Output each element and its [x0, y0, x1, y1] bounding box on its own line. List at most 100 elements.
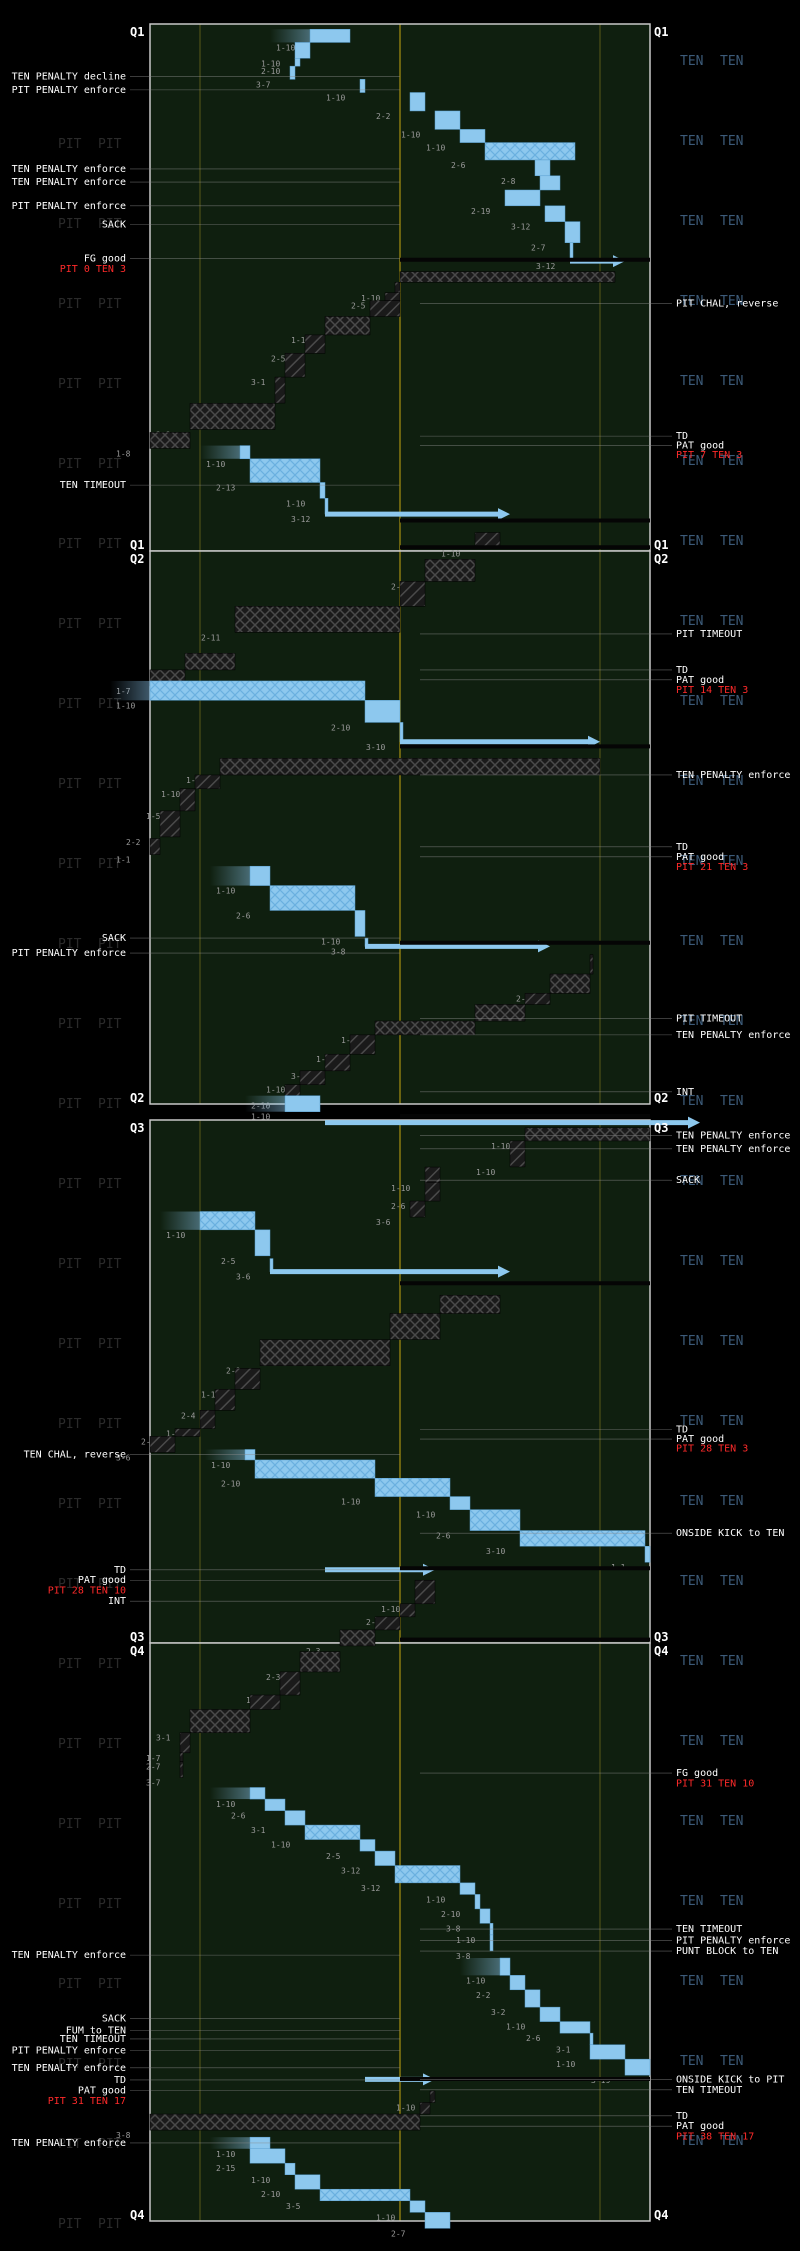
event-label-left: SACK: [102, 933, 126, 944]
event-label-left: TEN PENALTY decline: [12, 72, 126, 83]
play-bar: [509, 1140, 526, 1168]
event-label-right: INT: [676, 1087, 694, 1098]
event-label-right: TD: [676, 665, 688, 676]
watermark-pit: PIT: [58, 1177, 82, 1192]
play-bar: [589, 2032, 594, 2045]
down-distance-label: 2-4: [181, 1411, 196, 1420]
down-distance-label: 3-10: [486, 1547, 505, 1556]
play-bar: [449, 1496, 471, 1510]
watermark-ten: TEN: [720, 1974, 743, 1989]
play-bar: [389, 1313, 441, 1340]
watermark-ten: TEN: [680, 54, 703, 69]
down-distance-label: 1-10: [266, 1086, 285, 1095]
event-label-right: TEN PENALTY enforce: [676, 1131, 790, 1142]
watermark-pit: PIT: [98, 777, 122, 792]
event-label-right: TEN TIMEOUT: [676, 2085, 742, 2096]
down-distance-label: 2-2: [376, 112, 391, 121]
play-bar: [259, 1339, 391, 1366]
drive: 1-102-53-6: [160, 1211, 510, 1282]
down-distance-label: 3-12: [341, 1867, 360, 1876]
quarter-label: Q1: [654, 538, 668, 552]
event-label-left: TD: [114, 1565, 126, 1576]
down-distance-label: 1-5: [146, 812, 161, 821]
play-bar: [174, 1428, 201, 1437]
play-bar: [469, 1509, 521, 1531]
down-distance-label: 3-6: [116, 1453, 131, 1462]
play-bar: [284, 2162, 296, 2176]
quarter-label: Q3: [130, 1630, 144, 1644]
down-distance-label: 2-10: [221, 1479, 240, 1488]
watermark-ten: TEN: [720, 1094, 743, 1109]
down-distance-label: 1-10: [286, 499, 305, 508]
play-bar: [179, 1732, 191, 1754]
play-bar: [294, 58, 301, 67]
play-bar: [499, 1957, 511, 1976]
play-bar: [294, 42, 311, 59]
watermark-pit: PIT: [58, 1097, 82, 1112]
event-label-left: TEN TIMEOUT: [60, 480, 126, 491]
quarter-border: [149, 1642, 651, 2222]
down-distance-label: 1-10: [326, 94, 345, 103]
watermark-ten: TEN: [720, 1654, 743, 1669]
down-distance-label: 1-10: [491, 1142, 510, 1151]
play-bar: [179, 788, 196, 812]
event-label-left: TEN PENALTY enforce: [12, 1950, 126, 1961]
watermark-ten: TEN: [720, 2054, 743, 2069]
play-bar: [434, 110, 461, 130]
event-label-right: PAT good: [676, 852, 724, 863]
watermark-pit: PIT: [98, 1017, 122, 1032]
down-distance-label: 1-10: [426, 1895, 445, 1904]
watermark-pit: PIT: [98, 617, 122, 632]
play-fade: [270, 29, 310, 43]
event-label-right: PIT TIMEOUT: [676, 629, 742, 640]
kick-arrowhead: [688, 1116, 700, 1129]
watermark-ten: TEN: [720, 934, 743, 949]
play-bar: [424, 559, 476, 582]
watermark-ten: TEN: [720, 294, 743, 309]
watermark-pit: PIT: [58, 777, 82, 792]
watermark-pit: PIT: [98, 937, 122, 952]
play-bar: [424, 1182, 441, 1202]
watermark-pit: PIT: [58, 617, 82, 632]
play-bar: [459, 129, 486, 143]
down-distance-label: 1-10: [116, 701, 135, 710]
watermark-ten: TEN: [680, 1734, 703, 1749]
watermark-ten: TEN: [720, 54, 743, 69]
down-distance-label: 3-12: [511, 223, 530, 232]
down-distance-label: 3-6: [376, 1218, 391, 1227]
play-bar: [249, 1694, 281, 1710]
drive: 1-102-61-103-8: [210, 865, 550, 956]
event-label-right: PIT 31 TEN 10: [676, 1778, 754, 1789]
down-distance-label: 2-6: [526, 2034, 541, 2043]
play-bar: [264, 1798, 286, 1811]
down-distance-label: 1-10: [401, 130, 420, 139]
play-bar: [199, 1410, 216, 1429]
down-distance-label: 3-1: [156, 1734, 171, 1743]
down-distance-label: 1-10: [251, 1113, 270, 1122]
watermark-pit: PIT: [58, 1017, 82, 1032]
watermark-ten: TEN: [680, 1174, 703, 1189]
down-distance-label: 2-10: [261, 67, 280, 76]
down-distance-label: 1-10: [166, 1231, 185, 1240]
play-bar: [374, 1478, 451, 1497]
watermark-pit: PIT: [98, 697, 122, 712]
play-bar: [234, 606, 401, 633]
drive: [325, 1116, 700, 1129]
watermark-pit: PIT: [58, 457, 82, 472]
watermark-pit: PIT: [58, 1337, 82, 1352]
play-bar: [489, 1934, 494, 1952]
play-bar: [399, 581, 426, 607]
down-distance-label: 2-6: [391, 1202, 406, 1211]
event-label-left: PAT good: [78, 1575, 126, 1586]
down-distance-label: 1-10: [276, 43, 295, 52]
down-distance-label: 3-5: [291, 1072, 306, 1081]
drive: 1-10: [245, 1095, 321, 1122]
play-bar: [149, 838, 161, 855]
play-bar: [349, 1034, 376, 1055]
watermark-ten: TEN: [680, 854, 703, 869]
drive: 2-31-102-93-11-72-73-7: [146, 1637, 650, 1787]
event-label-left: SACK: [102, 2014, 126, 2025]
play-bar: [374, 1616, 401, 1631]
watermark-pit: PIT: [98, 1417, 122, 1432]
